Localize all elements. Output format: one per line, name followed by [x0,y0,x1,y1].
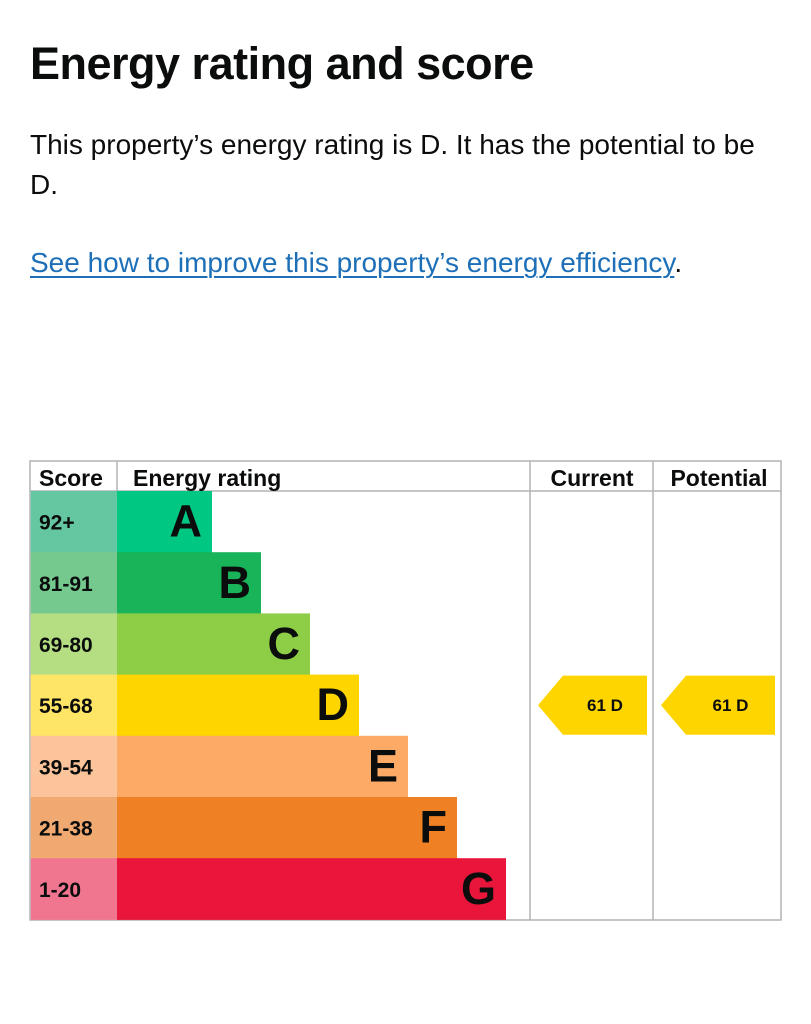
current-rating-arrow [538,675,647,735]
score-cell-g [30,858,117,920]
score-range-e: 39-54 [39,756,93,779]
score-range-c: 69-80 [39,634,93,657]
header-potential: Potential [670,465,767,491]
rating-letter-d: D [317,679,350,730]
rating-bar-c [117,613,310,676]
score-range-a: 92+ [39,512,75,535]
score-range-d: 55-68 [39,695,93,718]
header-energy-rating: Energy rating [133,465,281,491]
rating-bar-a [117,491,212,553]
rating-letter-e: E [368,740,398,791]
improve-paragraph: See how to improve this property’s energ… [30,243,682,283]
rating-bar-e [117,735,408,798]
rating-letter-a: A [170,496,203,547]
rating-summary: This property’s energy rating is D. It h… [30,129,755,200]
current-rating-label: 61 D [587,696,623,715]
rating-bar-g [117,858,506,920]
chart-frame [29,460,782,921]
score-cell-f [30,797,117,859]
rating-bar-f [117,797,457,859]
score-cell-b [30,552,117,614]
potential-rating-arrow [661,675,775,735]
improve-efficiency-link[interactable]: See how to improve this property’s energ… [30,247,675,278]
rating-letter-f: F [420,802,448,853]
potential-rating-label: 61 D [713,696,749,715]
rating-bar-d [117,674,359,737]
rating-bar-b [117,552,261,614]
score-cell-c [30,613,117,676]
improve-link-suffix: . [674,247,683,278]
score-cell-a [30,491,117,553]
rating-letter-c: C [268,618,301,669]
score-range-b: 81-91 [39,573,93,596]
score-cell-e [30,735,117,798]
score-range-f: 21-38 [39,818,93,841]
score-cell-d [30,674,117,737]
header-current: Current [550,465,633,491]
rating-letter-g: G [461,863,496,914]
header-score: Score [39,465,103,491]
rating-letter-b: B [219,557,252,608]
score-range-g: 1-20 [39,879,81,902]
page-title: Energy rating and score [30,38,534,89]
